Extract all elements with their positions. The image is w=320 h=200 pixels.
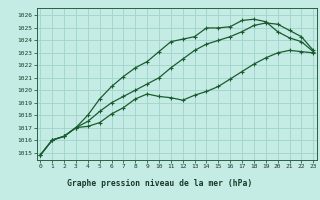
Text: Graphe pression niveau de la mer (hPa): Graphe pression niveau de la mer (hPa) bbox=[68, 179, 252, 188]
